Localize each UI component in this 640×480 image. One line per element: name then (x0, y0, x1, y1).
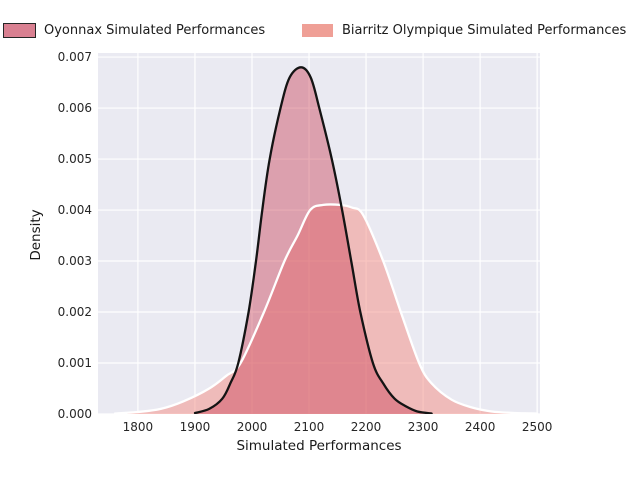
biarritz-legend-swatch-icon (301, 23, 334, 38)
y-tick-label: 0.005 (58, 152, 92, 166)
x-tick-label: 2100 (294, 420, 325, 434)
biarritz-density-curve (113, 203, 539, 414)
y-axis-label: Density (28, 209, 44, 260)
x-tick-label: 2400 (465, 420, 496, 434)
y-tick-label: 0.003 (58, 254, 92, 268)
y-tick-label: 0.006 (58, 101, 92, 115)
x-axis-label: Simulated Performances (236, 438, 401, 454)
x-tick-label: 1900 (180, 420, 211, 434)
x-tick-label: 2000 (237, 420, 268, 434)
x-tick-label: 2500 (522, 420, 553, 434)
y-tick-label: 0.001 (58, 356, 92, 370)
x-tick-label: 2200 (351, 420, 382, 434)
legend-item-oyonnax: Oyonnax Simulated Performances (3, 23, 265, 38)
biarritz-legend-label: Biarritz Olympique Simulated Performance… (342, 23, 627, 38)
x-tick-label: 2300 (408, 420, 439, 434)
biarritz-density-area (115, 204, 538, 414)
legend-item-biarritz: Biarritz Olympique Simulated Performance… (301, 23, 626, 38)
x-tick-label: 1800 (123, 420, 154, 434)
oyonnax-legend-label: Oyonnax Simulated Performances (44, 23, 266, 38)
oyonnax-density-curve (193, 66, 433, 414)
y-tick-label: 0.002 (58, 305, 92, 319)
oyonnax-density-area (195, 67, 432, 414)
y-tick-label: 0.007 (58, 50, 92, 64)
y-tick-label: 0.000 (58, 407, 92, 421)
oyonnax-legend-swatch-icon (3, 23, 36, 38)
y-tick-label: 0.004 (58, 203, 92, 217)
